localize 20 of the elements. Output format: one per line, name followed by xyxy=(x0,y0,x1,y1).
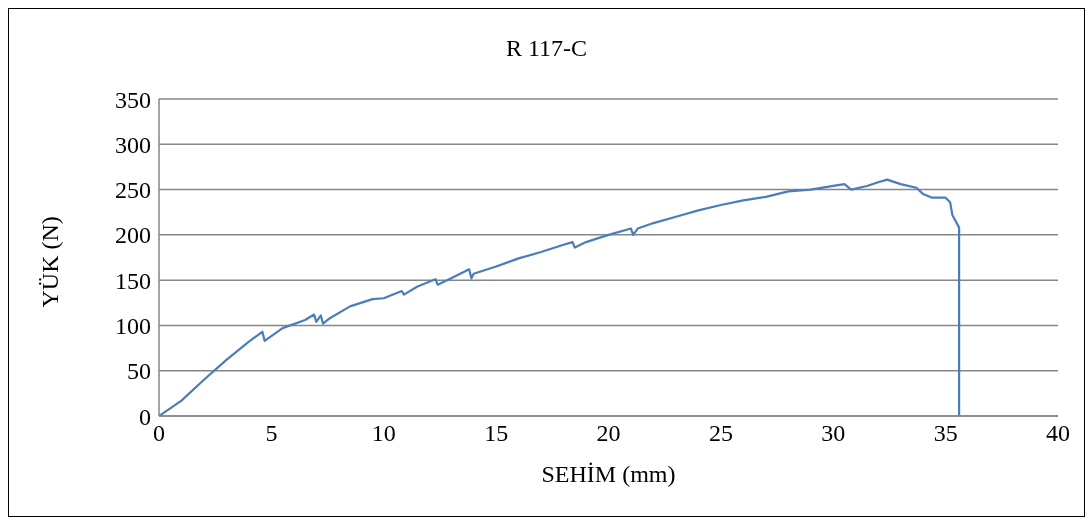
x-axis-title: SEHİM (mm) xyxy=(541,461,676,487)
x-tick-label: 20 xyxy=(596,420,621,447)
y-tick-label: 300 xyxy=(115,131,151,158)
y-tick-label: 100 xyxy=(115,312,151,339)
y-tick-label: 200 xyxy=(115,222,151,249)
x-tick-label: 25 xyxy=(708,420,733,447)
x-tick-label: 10 xyxy=(371,420,396,447)
chart-title: R 117-C xyxy=(504,35,589,62)
y-tick-label: 350 xyxy=(115,86,151,113)
line-series xyxy=(159,178,961,416)
y-tick-label: 0 xyxy=(139,403,151,430)
y-tick-label: 150 xyxy=(115,267,151,294)
y-tick-label: 250 xyxy=(115,177,151,204)
x-tick-label: 15 xyxy=(484,420,509,447)
x-tick-label: 35 xyxy=(933,420,958,447)
y-axis-title: YÜK (N) xyxy=(36,216,63,308)
y-tick-label: 50 xyxy=(127,358,151,385)
x-tick-label: 40 xyxy=(1046,420,1070,447)
x-tick-label: 5 xyxy=(265,420,278,447)
x-tick-label: 30 xyxy=(821,420,846,447)
